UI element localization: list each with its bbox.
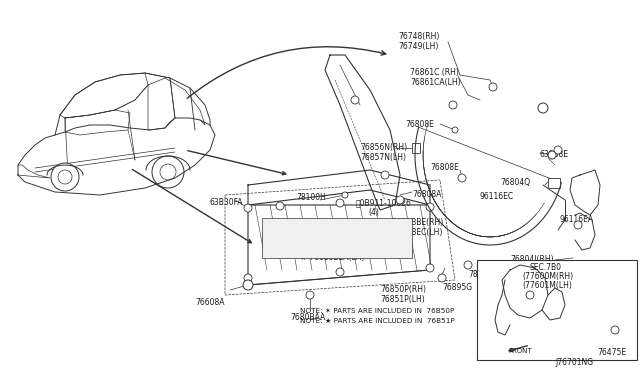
Text: NOTE: ★ PARTS ARE INCLUDED IN  76B51P: NOTE: ★ PARTS ARE INCLUDED IN 76B51P <box>300 318 455 324</box>
Text: 76851P(LH): 76851P(LH) <box>380 295 425 304</box>
Bar <box>412 143 420 153</box>
Text: J76701NG: J76701NG <box>555 358 593 367</box>
Text: 76748(RH): 76748(RH) <box>398 32 440 41</box>
Text: 76608A: 76608A <box>195 298 225 307</box>
Text: 7680BAA: 7680BAA <box>290 313 325 322</box>
Circle shape <box>464 261 472 269</box>
Circle shape <box>449 101 457 109</box>
Text: 76749(LH): 76749(LH) <box>398 42 438 51</box>
Circle shape <box>548 151 556 159</box>
Circle shape <box>336 268 344 276</box>
Text: 76475E: 76475E <box>597 348 626 357</box>
Text: 76861CA(LH): 76861CA(LH) <box>410 78 461 87</box>
Circle shape <box>306 291 314 299</box>
Text: 96116EA: 96116EA <box>560 215 594 224</box>
Text: ★ 76088BEA(LH): ★ 76088BEA(LH) <box>300 253 365 262</box>
Text: 76804Q: 76804Q <box>500 178 530 187</box>
Circle shape <box>244 204 252 212</box>
Text: 78884J: 78884J <box>468 270 494 279</box>
Text: ✶ 7608BBE(RH): ✶ 7608BBE(RH) <box>383 218 444 227</box>
Circle shape <box>396 196 404 204</box>
Text: 78100H: 78100H <box>296 193 326 202</box>
Text: 76895G: 76895G <box>442 283 472 292</box>
Text: ✶ 76088BE (RH): ✶ 76088BE (RH) <box>300 243 362 252</box>
Text: ⓝ0B911-10626: ⓝ0B911-10626 <box>356 198 412 207</box>
Bar <box>262 218 412 258</box>
Text: 76850P(RH): 76850P(RH) <box>380 285 426 294</box>
Circle shape <box>438 274 446 282</box>
Text: 76856N(RH): 76856N(RH) <box>360 143 407 152</box>
Circle shape <box>51 163 79 191</box>
Circle shape <box>554 146 562 154</box>
Text: SEC.7B0: SEC.7B0 <box>530 263 562 272</box>
Text: 76808A: 76808A <box>412 190 442 199</box>
Circle shape <box>243 280 253 290</box>
Text: 76808E: 76808E <box>405 120 434 129</box>
Text: 63968E: 63968E <box>540 150 569 159</box>
Circle shape <box>244 274 252 282</box>
Circle shape <box>526 291 534 299</box>
Text: (77600M(RH): (77600M(RH) <box>522 272 573 281</box>
Text: 76805J(LH): 76805J(LH) <box>510 265 552 274</box>
Circle shape <box>574 221 582 229</box>
Text: (4): (4) <box>368 208 379 217</box>
Circle shape <box>152 156 184 188</box>
Text: 76857N(LH): 76857N(LH) <box>360 153 406 162</box>
Circle shape <box>58 170 72 184</box>
Text: 63B30FA: 63B30FA <box>210 198 243 207</box>
Bar <box>548 178 560 188</box>
Circle shape <box>276 202 284 210</box>
Text: NOTE: ✶ PARTS ARE INCLUDED IN  76B50P: NOTE: ✶ PARTS ARE INCLUDED IN 76B50P <box>300 308 454 314</box>
Bar <box>477 260 637 360</box>
Text: FRONT: FRONT <box>508 348 532 354</box>
Text: 96116EC: 96116EC <box>480 192 514 201</box>
Circle shape <box>452 127 458 133</box>
Text: 76808E: 76808E <box>430 163 459 172</box>
Text: 76804J(RH): 76804J(RH) <box>510 255 554 264</box>
Circle shape <box>342 192 348 198</box>
Circle shape <box>489 83 497 91</box>
Circle shape <box>426 264 434 272</box>
Text: ★ 76088EC(LH): ★ 76088EC(LH) <box>383 228 442 237</box>
Circle shape <box>381 171 389 179</box>
Circle shape <box>538 103 548 113</box>
Circle shape <box>336 199 344 207</box>
Circle shape <box>458 174 466 182</box>
Circle shape <box>351 96 359 104</box>
Circle shape <box>160 164 176 180</box>
Circle shape <box>426 203 434 211</box>
Circle shape <box>611 326 619 334</box>
Text: 76861C (RH): 76861C (RH) <box>410 68 459 77</box>
Text: (77601M(LH): (77601M(LH) <box>522 281 572 290</box>
